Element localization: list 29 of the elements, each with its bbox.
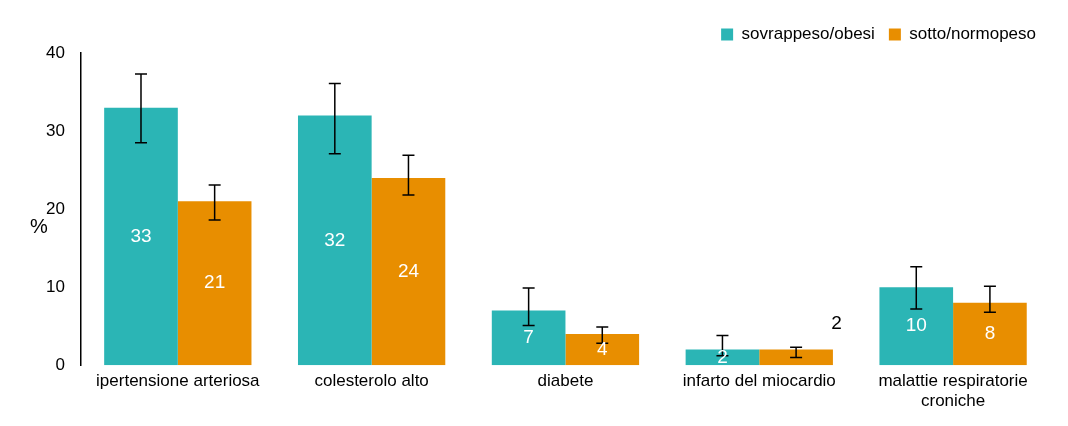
bar (759, 349, 833, 366)
y-tick-label: 10 (45, 276, 65, 296)
x-tick-label: ipertensione arteriosa (96, 371, 261, 391)
x-tick-label: diabete (537, 371, 594, 391)
data-label: 4 (596, 337, 608, 359)
data-label: 32 (324, 228, 346, 250)
bar (177, 201, 252, 366)
bar (371, 177, 446, 366)
bar (297, 115, 372, 366)
data-label: 8 (984, 322, 996, 344)
data-label: 10 (905, 314, 927, 336)
data-label: 21 (204, 271, 226, 293)
bar (565, 333, 640, 366)
bar (104, 107, 178, 366)
y-tick-label: 30 (45, 120, 65, 140)
data-label: 24 (397, 259, 420, 281)
x-tick-label: infarto del miocardio (682, 371, 836, 391)
x-tick-label: malattie respiratorie croniche (878, 371, 1028, 411)
bar (491, 310, 566, 366)
y-tick-label: 40 (45, 42, 65, 62)
x-tick-label: colesterolo alto (314, 371, 429, 391)
data-label: 7 (523, 326, 534, 348)
y-tick-label: 0 (55, 354, 65, 374)
data-label: 2 (831, 311, 842, 333)
bar (879, 287, 954, 366)
legend-label: sotto/normopeso (909, 24, 1037, 44)
data-label: 33 (130, 224, 152, 246)
legend-label: sovrappeso/obesi (741, 24, 875, 44)
bar (953, 302, 1027, 366)
